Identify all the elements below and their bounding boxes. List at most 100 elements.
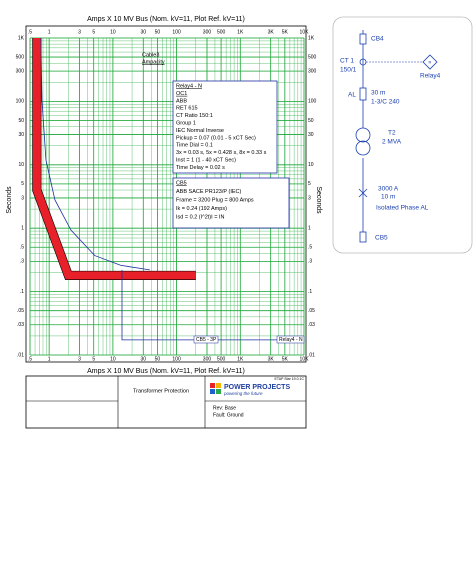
x-tick-label: 100 [172, 29, 181, 35]
x-tick-label: 500 [217, 356, 226, 362]
y-tick-label: .03 [308, 322, 315, 328]
revision: Rev: Base [213, 405, 236, 411]
cb-box-line: Frame = 3200 Plug = 800 Amps [176, 197, 254, 203]
y-tick-label: .3 [308, 259, 312, 265]
cb-box-line: ABB SACE PR123/P (IEC) [176, 189, 241, 195]
x-tick-label: 3K [268, 29, 275, 35]
y-tick-label: 1 [308, 226, 311, 232]
x-tick-label: 5 [92, 29, 95, 35]
x-tick-label: 300 [203, 29, 212, 35]
cb-box [172, 177, 290, 229]
y-tick-label: .05 [308, 308, 315, 314]
relay-box-line: ABB [176, 98, 187, 104]
software: ETAP Star 19.0.1C [275, 377, 305, 381]
x-tick-label: 50 [155, 356, 161, 362]
cb-box-text: CB5 ABB SACE PR123/P (IEC) Frame = 3200 Pl… [176, 180, 254, 220]
x-tick-label: .5 [28, 29, 32, 35]
cable-type: AL [348, 92, 356, 99]
y-tick-label: 5 [21, 181, 24, 187]
relay-box-line: RET 615 [176, 106, 198, 112]
relay-box-line: Time Delay = 0.02 s [176, 165, 225, 171]
x-tick-label: 3 [78, 356, 81, 362]
y-tick-label: .1 [308, 289, 312, 295]
y-tick-label: .5 [308, 245, 312, 251]
ticks: .5 .5 1 1 3 3 5 5 10 10 30 30 50 50 100 100 300 300 500 500… [16, 29, 317, 362]
x-tick-label: 10K [300, 356, 310, 362]
cb5-label: CB5 [375, 235, 388, 242]
x-tick-label: 30 [140, 356, 146, 362]
relay-box-line: Group 1 [176, 120, 196, 126]
x-tick-label: 1 [48, 356, 51, 362]
relay-box-line: Time Dial = 0.1 [176, 143, 213, 149]
y-tick-label: 300 [308, 68, 317, 74]
y-tick-label: .01 [17, 352, 24, 358]
relay-box-line: Inst = 1 (1 - 40 xCT Sec) [176, 157, 236, 163]
top-axis-label: Amps X 10 MV Bus (Nom. kV=11, Plot Ref. … [87, 16, 245, 23]
title-block: Transformer Protection POWER PROJECTS po… [25, 375, 307, 429]
transformer-label: T2 [388, 130, 396, 137]
transformer-rating: 2 MVA [382, 139, 402, 146]
y-tick-label: 3 [21, 195, 24, 201]
y-tick-label: .3 [20, 259, 24, 265]
x-tick-label: 50 [155, 29, 161, 35]
fault: Fault: Ground [213, 412, 244, 418]
cb-box-line: Ik = 0.24 (192 Amps) [176, 206, 227, 212]
y-tick-label: 100 [16, 99, 25, 105]
curve-tag-box [193, 335, 219, 344]
y-tick-label: 50 [18, 118, 24, 124]
relay-box-line: IEC Normal Inverse [176, 128, 224, 134]
bus-rating: 3000 A [378, 186, 399, 193]
x-tick-label: 30 [140, 29, 146, 35]
project-name: Transformer Protection [133, 388, 189, 394]
y-tick-label: 30 [18, 132, 24, 138]
x-tick-label: .5 [28, 356, 32, 362]
y-tick-label: 300 [16, 68, 25, 74]
y-tick-label: 3 [308, 195, 311, 201]
y-axis-label-right: Seconds [315, 186, 322, 214]
x-tick-label: 300 [203, 356, 212, 362]
y-tick-label: .03 [17, 322, 24, 328]
one-line-diagram: CB4 CT 1 150/1 R Relay4 AL 30 m 1-3/C 24… [332, 16, 473, 254]
tagline: powering the future [223, 391, 263, 396]
y-tick-label: 500 [308, 54, 317, 60]
cb-box-line: Isd = 0.2 (I^2t)I = IN [176, 214, 224, 220]
y-tick-label: 1K [18, 35, 25, 41]
x-tick-label: 5K [282, 356, 289, 362]
y-tick-label: .5 [20, 245, 24, 251]
y-tick-label: 10 [308, 162, 314, 168]
curves [32, 37, 304, 341]
x-tick-label: 1K [237, 356, 244, 362]
ct-label: CT 1 [340, 58, 354, 65]
y-tick-label: 1K [308, 35, 315, 41]
bus-type: Isolated Phase AL [376, 205, 429, 212]
y-tick-label: .1 [20, 289, 24, 295]
x-tick-label: 5K [282, 29, 289, 35]
x-tick-label: 10 [110, 29, 116, 35]
x-tick-label: 500 [217, 29, 226, 35]
y-tick-label: 100 [308, 99, 317, 105]
relay-box-line: OC1 [176, 91, 187, 97]
y-tick-label: 50 [308, 118, 314, 124]
x-tick-label: 1 [48, 29, 51, 35]
bus-length: 10 m [381, 194, 395, 201]
curve-tag: CB5 - 3P [196, 337, 217, 343]
cable-length: 30 m [371, 90, 385, 97]
relay-box-line: 3x = 0.03 s, 5x = 0.428 s, 8x = 0.33 s [176, 150, 267, 156]
x-tick-label: 10K [300, 29, 310, 35]
ct-ratio: 150/1 [340, 67, 357, 74]
relay-box-line: CT Ratio 150:1 [176, 113, 213, 119]
x-tick-label: 3 [78, 29, 81, 35]
curve-tag-box [276, 335, 305, 344]
relay-label: Relay4 [420, 73, 441, 80]
svg-text:R: R [429, 60, 432, 65]
cb-box-title: CB5 [176, 180, 187, 186]
series-line [121, 269, 304, 341]
cb4-label: CB4 [371, 36, 384, 43]
relay-box [172, 80, 278, 174]
cable-label: Ampacity [142, 59, 165, 65]
relay-box-title: Relay4 - N [176, 83, 202, 89]
x-tick-label: 5 [92, 356, 95, 362]
